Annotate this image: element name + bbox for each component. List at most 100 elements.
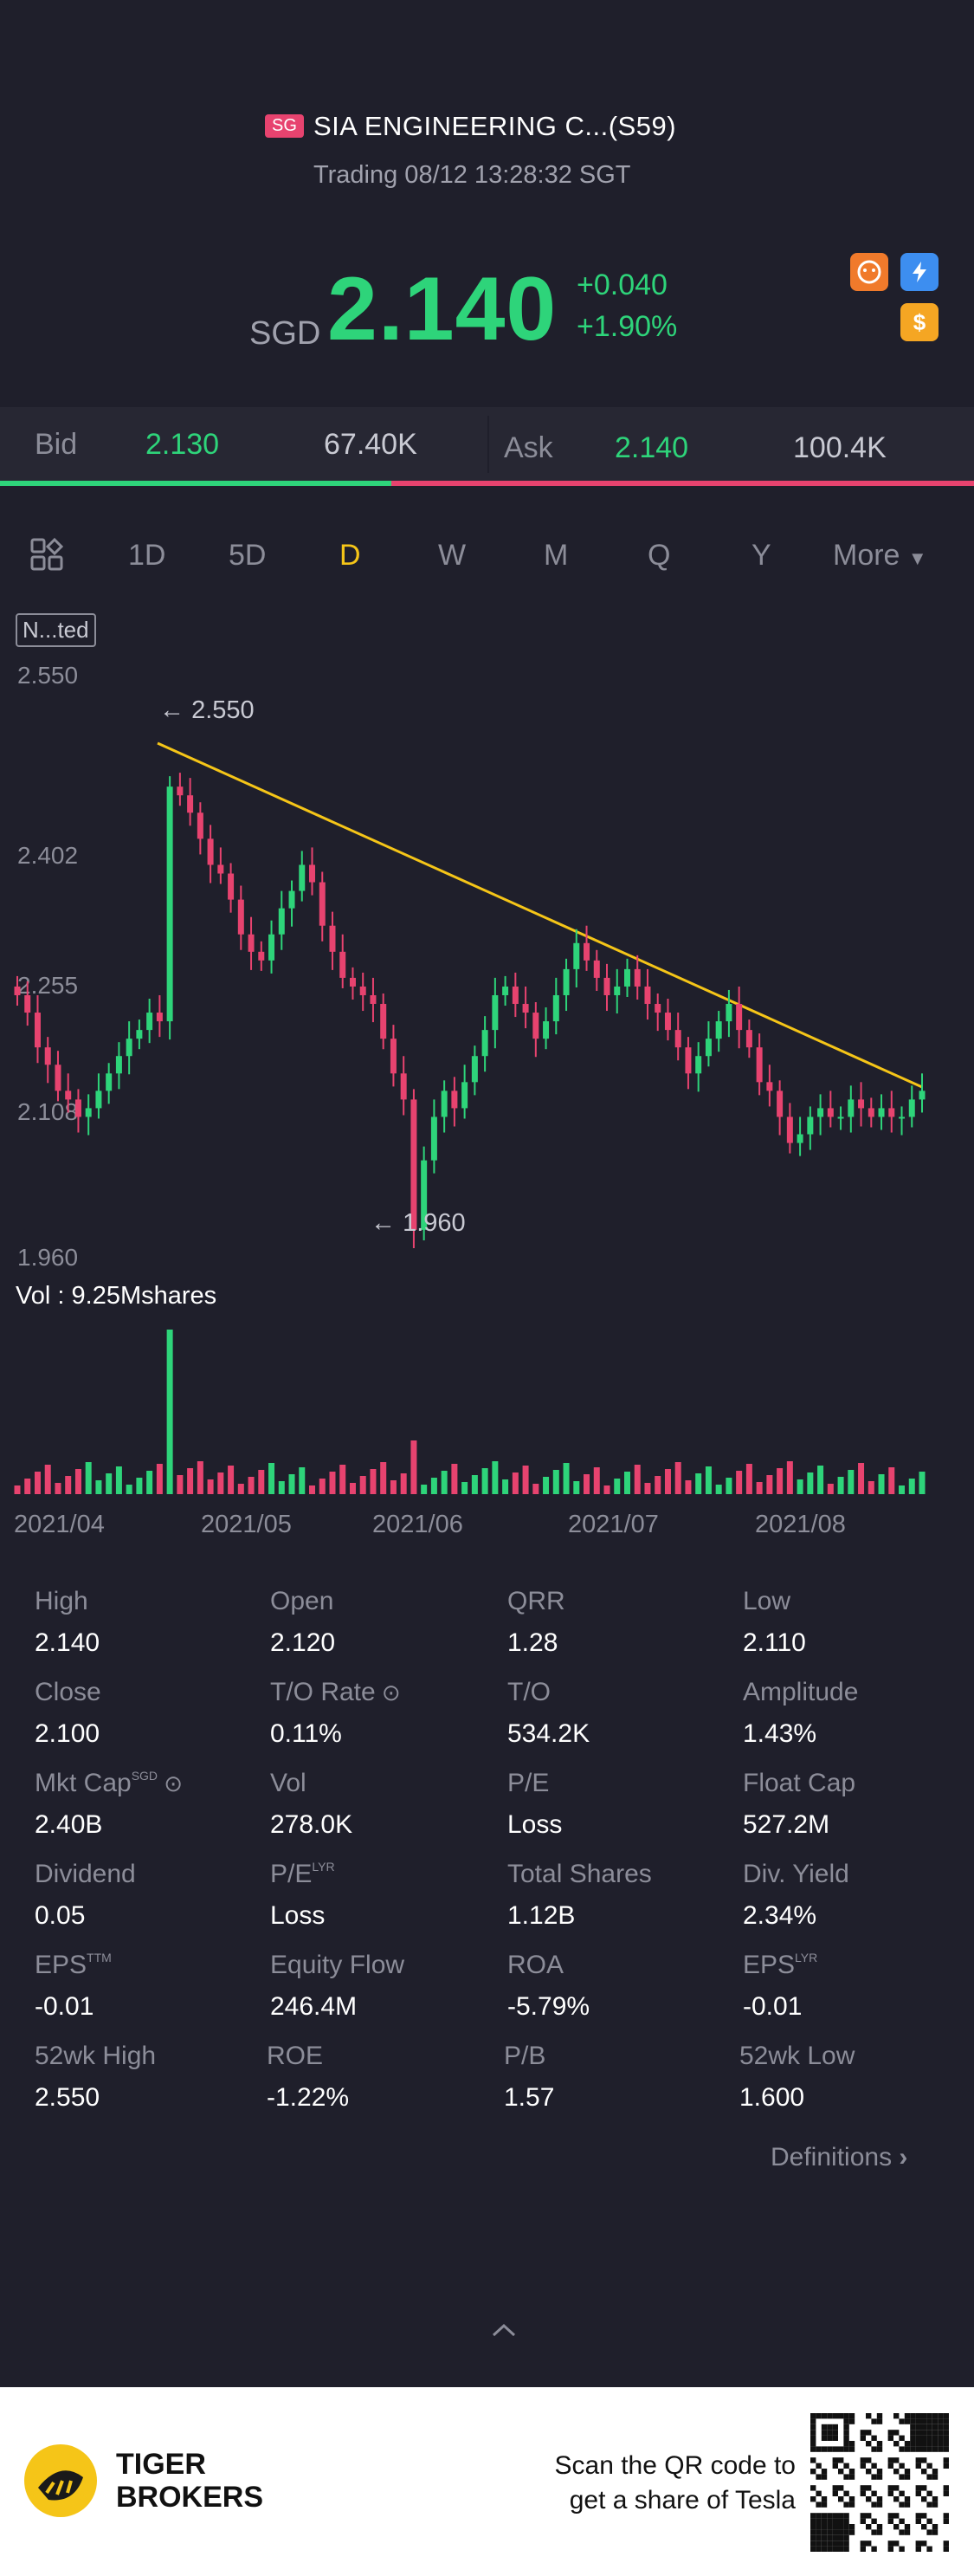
chevron-up-icon[interactable] [490,2321,518,2343]
stat-label-text: EPS [743,1951,796,1979]
stat-value: -0.01 [743,1992,803,2021]
qr-module [843,2413,849,2419]
lightning-icon[interactable] [900,253,939,291]
tab-month[interactable]: M [544,539,569,572]
candle-body [745,1030,752,1048]
qr-module [843,2430,849,2436]
qr-module [915,2441,921,2447]
qr-code-icon[interactable] [810,2413,949,2552]
stat-value: 2.120 [270,1628,336,1657]
info-icon[interactable]: ⊙ [375,1680,401,1705]
qr-module [899,2502,905,2508]
info-icon[interactable]: ⊙ [158,1770,184,1796]
tab-more-label: More [833,539,900,572]
stat-label: Div. Yield [743,1860,849,1889]
candle-body [85,1108,92,1117]
candle-body [390,1039,397,1074]
qr-module [876,2496,883,2502]
qr-module [887,2540,893,2547]
qr-module [921,2424,927,2430]
definitions-link-label: Definitions [771,2143,893,2171]
candle-body [502,986,509,995]
qr-module [910,2441,916,2447]
layout-grid-icon[interactable] [29,537,64,576]
definitions-link[interactable]: Definitions › [771,2143,907,2172]
volume-bar [24,1479,31,1494]
tab-week[interactable]: W [438,539,467,572]
stock-header: SG SIA ENGINEERING C...(S59) Trading 08/… [0,0,974,407]
qr-module [838,2413,844,2419]
volume-bar [268,1463,275,1494]
qr-module [838,2540,844,2547]
qr-module [810,2457,816,2463]
last-price: 2.140 [327,259,558,359]
qr-module [926,2430,932,2436]
qr-module [910,2418,916,2424]
stat-label-text: Low [743,1587,791,1615]
qr-module [843,2513,849,2519]
stock-title[interactable]: SIA ENGINEERING C...(S59) [313,111,677,141]
qr-module [904,2446,911,2452]
qr-module [848,2524,855,2530]
qr-module [827,2430,833,2436]
qr-module [821,2540,828,2547]
qr-module [816,2413,822,2419]
dollar-icon[interactable]: $ [900,303,939,341]
qr-module [866,2441,872,2447]
tab-day[interactable]: D [339,539,361,572]
tab-more[interactable]: More ▼ [833,539,927,573]
stat-label-text: Dividend [35,1860,136,1888]
qr-module [860,2435,866,2441]
volume-bar [349,1483,356,1494]
candle-body [187,795,194,813]
qr-module [904,2418,911,2424]
qr-module [932,2435,939,2441]
volume-bar [827,1484,834,1494]
tab-1d[interactable]: 1D [128,539,166,572]
qr-module [932,2529,939,2535]
qr-module [832,2413,838,2419]
qr-module [921,2435,927,2441]
candle-body [451,1091,458,1109]
qr-module [932,2496,939,2502]
qr-module [816,2540,822,2547]
volume-bar [14,1485,21,1494]
high-marker-value: 2.550 [191,696,255,724]
qr-module [871,2490,877,2496]
qr-module [816,2513,822,2519]
qr-module [915,2513,921,2519]
tab-5d[interactable]: 5D [229,539,267,572]
x-tick-label: 2021/07 [568,1511,659,1538]
qr-module [938,2418,944,2424]
candle-body [278,908,285,935]
volume-chart[interactable] [0,1317,974,1497]
qr-module [827,2546,833,2552]
qr-module [915,2430,921,2436]
tab-year[interactable]: Y [751,539,771,572]
qr-module [843,2518,849,2524]
qr-module [926,2418,932,2424]
volume-bar [136,1478,143,1494]
stat-label-text: P/B [504,2042,546,2070]
volume-bar [390,1480,397,1494]
qr-module [926,2441,932,2447]
high-marker: ← 2.550 [159,696,255,724]
volume-bar [451,1464,458,1494]
qr-module [915,2518,921,2524]
indicator-button[interactable]: N...ted [16,613,96,647]
volume-bar [400,1473,407,1494]
volume-bar [563,1463,570,1494]
stat-label: EPSTTM [35,1951,112,1980]
candle-body [563,968,570,995]
tiger-icon[interactable] [850,253,888,291]
qr-module [887,2463,893,2469]
candle-body [797,1134,803,1143]
tab-quarter[interactable]: Q [648,539,671,572]
volume-bar [502,1479,509,1494]
qr-module [938,2424,944,2430]
candle-body [146,1013,153,1031]
candlestick-chart[interactable] [0,684,974,1291]
candle-body [228,873,235,900]
volume-bar [471,1475,478,1494]
qr-module [932,2469,939,2475]
